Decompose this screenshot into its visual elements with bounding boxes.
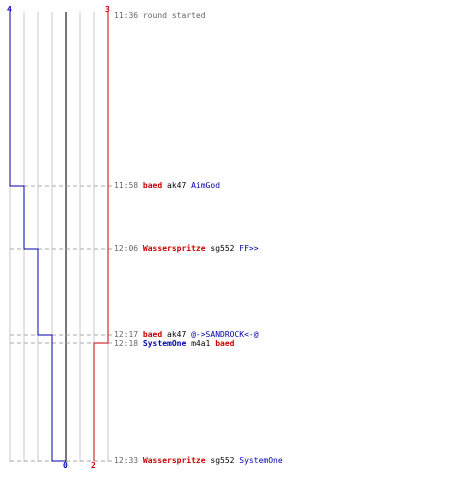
event-row: 11:36 round started bbox=[114, 11, 206, 21]
event-time: 12:33 bbox=[114, 456, 139, 465]
event-weapon: sg552 bbox=[210, 456, 235, 465]
event-row: 12:33 Wasserspritze sg552 SystemOne bbox=[114, 456, 283, 466]
event-row: 12:17 baed ak47 @->SANDROCK<-@ bbox=[114, 330, 259, 340]
red-end-count: 2 bbox=[91, 461, 96, 470]
event-time: 12:06 bbox=[114, 244, 139, 253]
event-time: 12:18 bbox=[114, 339, 139, 348]
event-weapon: ak47 bbox=[167, 330, 187, 339]
event-text: round started bbox=[142, 11, 206, 20]
event-row: 11:58 baed ak47 AimGod bbox=[114, 181, 220, 191]
event-victim: SystemOne bbox=[239, 456, 283, 465]
red-team-line bbox=[93, 12, 109, 461]
event-weapon: sg552 bbox=[210, 244, 235, 253]
event-killer: baed bbox=[142, 181, 163, 190]
event-row: 12:06 Wasserspritze sg552 FF>> bbox=[114, 244, 259, 254]
event-weapon: m4a1 bbox=[191, 339, 211, 348]
event-victim: AimGod bbox=[191, 181, 221, 190]
event-weapon: ak47 bbox=[167, 181, 187, 190]
event-time: 12:17 bbox=[114, 330, 139, 339]
blue-start-count: 4 bbox=[7, 5, 12, 14]
event-killer: Wasserspritze bbox=[142, 244, 206, 253]
event-killer: baed bbox=[142, 330, 163, 339]
red-start-count: 3 bbox=[105, 5, 110, 14]
event-time: 11:58 bbox=[114, 181, 139, 190]
event-row: 12:18 SystemOne m4a1 baed bbox=[114, 339, 234, 349]
blue-team-line bbox=[9, 12, 66, 462]
event-victim: FF>> bbox=[239, 244, 259, 253]
event-killer: Wasserspritze bbox=[142, 456, 206, 465]
event-victim: @->SANDROCK<-@ bbox=[191, 330, 259, 339]
event-killer: SystemOne bbox=[142, 339, 187, 348]
blue-end-count: 0 bbox=[63, 461, 68, 470]
event-time: 11:36 bbox=[114, 11, 139, 20]
event-victim: baed bbox=[215, 339, 235, 348]
